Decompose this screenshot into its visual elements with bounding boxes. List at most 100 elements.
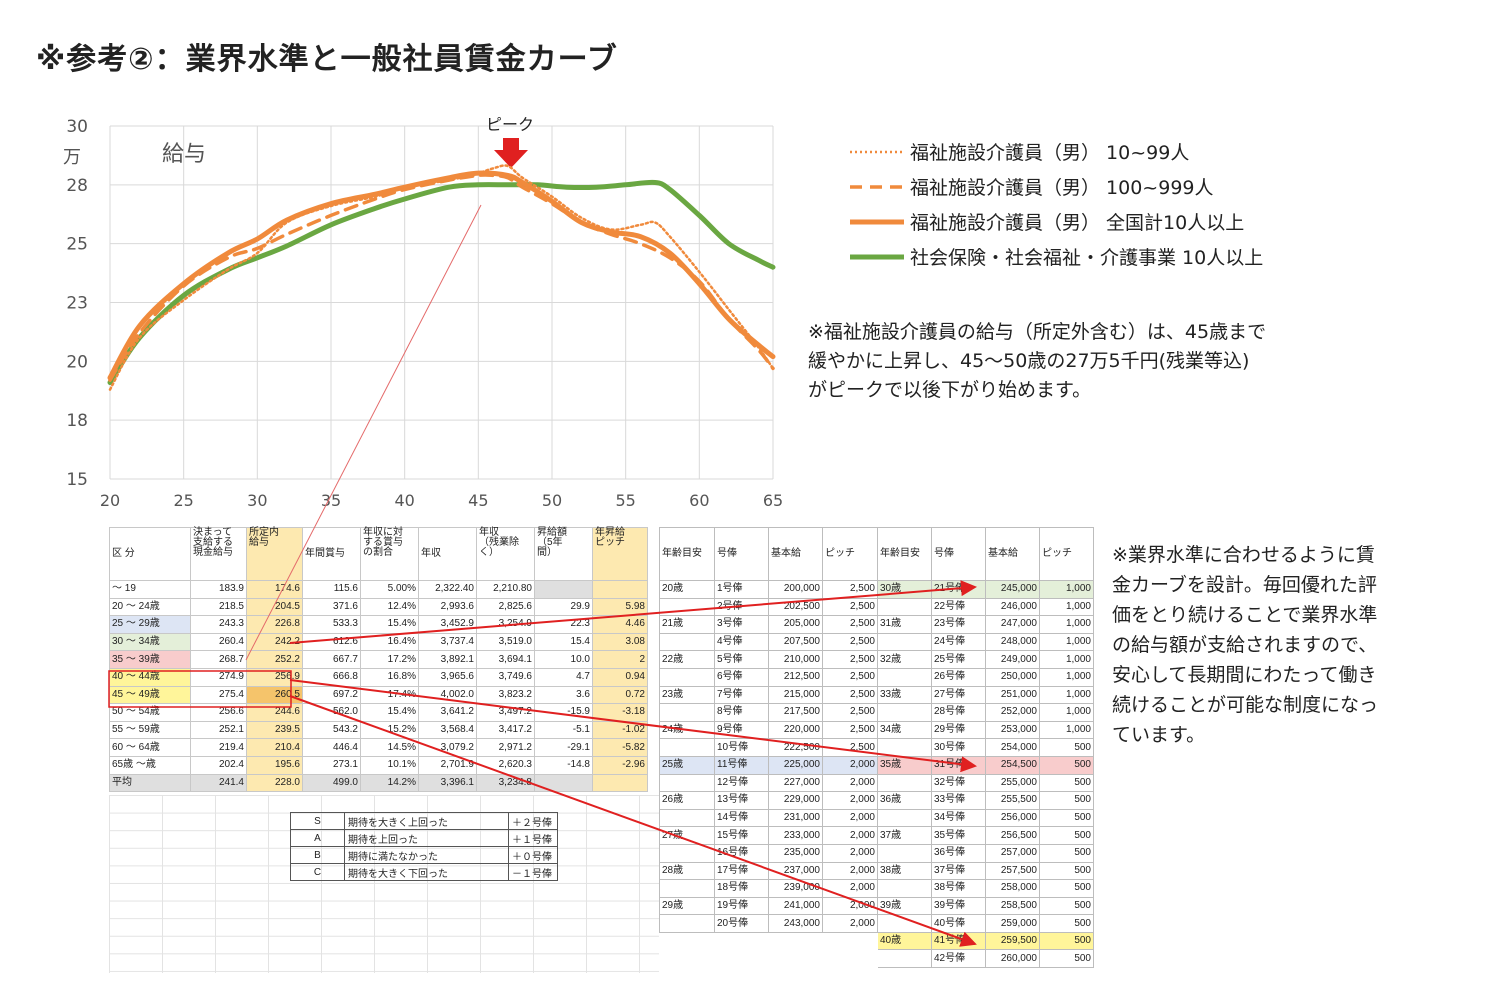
salary-cell: 1,000	[1039, 667, 1094, 687]
industry-cell: 12.4%	[360, 597, 419, 617]
header-line: 年収	[479, 527, 499, 538]
salary-cell: 241,000	[768, 896, 823, 916]
salary-cell	[660, 932, 715, 950]
salary-cell: 21号俸	[931, 580, 986, 599]
industry-cell: 3,568.4	[418, 720, 477, 740]
salary-cell: 247,000	[985, 615, 1040, 634]
salary-cell: 217,500	[768, 703, 823, 722]
salary-row: 16号俸 235,000 2,000 36号俸 257,000 500	[659, 843, 1094, 863]
industry-cell: 4.46	[592, 615, 648, 634]
salary-cell: 256,500	[985, 826, 1040, 845]
y-tick-label: 20	[66, 352, 88, 372]
industry-cell: 15.4%	[360, 615, 419, 634]
industry-cell: 3,823.2	[476, 685, 535, 705]
header-line: 給与	[249, 537, 269, 548]
salary-cell	[659, 703, 715, 722]
salary-cell: 2,000	[822, 861, 878, 881]
salary-cell: 220,000	[768, 720, 823, 740]
salary-cell: 256,000	[985, 808, 1040, 828]
salary-cell	[877, 597, 932, 617]
salary-cell: 254,000	[985, 738, 1040, 757]
salary-cell: 21歳	[659, 615, 715, 634]
industry-cell: 2,993.6	[418, 597, 477, 617]
legend-label: 福祉施設介護員（男） 全国計10人以上	[910, 212, 1245, 234]
industry-cell: 0.72	[592, 685, 648, 705]
salary-cell	[877, 773, 932, 793]
salary-cell: 36号俸	[931, 843, 986, 863]
series-line-4	[107, 179, 776, 385]
industry-cell: 3,079.2	[418, 738, 477, 757]
industry-row: 45 ～ 49歳 275.4 260.5 697.2 17.4% 4,002.0 3,823…	[109, 685, 648, 705]
rating-cell: A	[290, 829, 345, 847]
industry-cell: 3,519.0	[476, 632, 535, 652]
rating-cell: ＋１号俸	[508, 829, 558, 847]
industry-cell: -3.18	[592, 703, 648, 722]
salary-row: 29歳 19号俸 241,000 2,000 39歳 39号俸 258,500 500	[659, 896, 1094, 916]
industry-cell: 35 ～ 39歳	[109, 650, 191, 669]
x-tick-label: 30	[247, 491, 267, 510]
industry-cell: 252.1	[190, 720, 247, 740]
industry-cell: 274.9	[190, 667, 247, 687]
x-tick-label: 55	[615, 491, 635, 510]
salary-cell: 37号俸	[931, 861, 986, 881]
salary-cell: 2,000	[822, 843, 878, 863]
industry-row: 55 ～ 59歳 252.1 239.5 543.2 15.2% 3,568.4 3,417…	[109, 720, 648, 740]
salary-cell	[877, 738, 932, 757]
industry-cell: 252.2	[246, 650, 303, 669]
salary-cell: 500	[1039, 949, 1094, 969]
industry-cell: 3,892.1	[418, 650, 477, 669]
header-line: の割合	[363, 547, 393, 558]
salary-cell: 40号俸	[931, 914, 986, 933]
industry-cell: 16.8%	[360, 667, 419, 687]
salary-cell: 40歳	[877, 931, 932, 951]
industry-cell: 2,210.80	[476, 580, 535, 599]
salary-cell: 259,500	[985, 931, 1040, 951]
salary-cell: 200,000	[768, 580, 823, 599]
note-line: ています。	[1112, 724, 1206, 746]
y-tick-label: 25	[66, 235, 88, 255]
rating-cell: S	[290, 812, 345, 830]
salary-cell: 500	[1039, 808, 1094, 828]
industry-cell: 50 ～ 54歳	[109, 703, 191, 722]
salary-cell: 500	[1039, 738, 1094, 757]
industry-cell: 241.4	[190, 773, 247, 793]
salary-cell	[823, 950, 878, 968]
legend-swatch	[850, 219, 904, 224]
industry-cell: 202.4	[190, 755, 247, 775]
salary-cell	[659, 632, 715, 652]
salary-cell: 18号俸	[714, 879, 769, 898]
salary-cell: 35号俸	[931, 826, 986, 845]
industry-cell: 244.6	[246, 703, 303, 722]
salary-cell: 27号俸	[931, 685, 986, 705]
note-line: の給与額が支給されますので、	[1112, 634, 1378, 656]
salary-cell: 246,000	[985, 597, 1040, 617]
salary-cell	[659, 879, 715, 898]
rating-cell: 期待を上回った	[344, 829, 509, 847]
industry-cell: 20 ～ 24歳	[109, 597, 191, 617]
salary-row: 4号俸 207,500 2,500 24号俸 248,000 1,000	[659, 632, 1094, 652]
salary-row: 22歳 5号俸 210,000 2,500 32歳 25号俸 249,000 1,000	[659, 650, 1094, 669]
salary-cell	[877, 949, 932, 969]
header-line: 間）	[537, 547, 557, 558]
industry-cell: 45 ～ 49歳	[109, 685, 191, 705]
industry-cell: 4.7	[534, 667, 593, 687]
salary-cell: 36歳	[877, 791, 932, 810]
header-line: く）	[479, 547, 499, 558]
legend-item: 福祉施設介護員（男） 100~999人	[848, 169, 1263, 204]
legend-label: 福祉施設介護員（男） 10~99人	[910, 142, 1190, 164]
industry-cell: 4,002.0	[418, 685, 477, 705]
salary-cell: 7号俸	[714, 685, 769, 705]
peak-note: ※福祉施設介護員の給与（所定外含む）は、45歳まで 緩やかに上昇し、45～50歳の…	[808, 318, 1408, 405]
salary-cell: 222,500	[768, 738, 823, 757]
salary-cell: 12号俸	[714, 773, 769, 793]
salary-row: 28歳 17号俸 237,000 2,000 38歳 37号俸 257,500 500	[659, 861, 1094, 881]
industry-cell: 543.2	[302, 720, 361, 740]
salary-cell	[877, 667, 932, 687]
industry-cell: 平均	[109, 773, 191, 793]
legend-swatch	[850, 150, 904, 153]
legend-item: 福祉施設介護員（男） 10~99人	[848, 134, 1263, 169]
header-line: 決まって	[193, 527, 233, 538]
salary-cell: 38歳	[877, 861, 932, 881]
salary-cell: 2号俸	[714, 597, 769, 617]
industry-cell: 562.0	[302, 703, 361, 722]
